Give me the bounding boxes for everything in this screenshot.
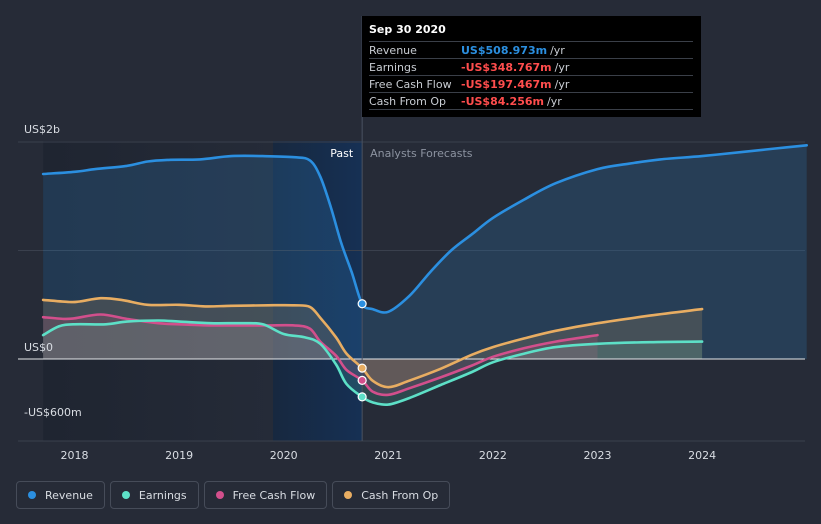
y-axis-ticks: US$2b US$0 -US$600m bbox=[24, 123, 82, 419]
line-earnings bbox=[41, 319, 704, 407]
past-label: Past bbox=[330, 147, 354, 160]
highlight-markers bbox=[357, 299, 367, 402]
legend-label: Revenue bbox=[45, 488, 93, 502]
legend-dot-icon bbox=[28, 491, 36, 499]
data-tooltip: Sep 30 2020 Revenue US$508.973m /yr Earn… bbox=[362, 16, 701, 117]
line-free-cash-flow bbox=[41, 313, 599, 397]
tooltip-label: Earnings bbox=[369, 60, 417, 74]
chart-legend: Revenue Earnings Free Cash Flow Cash Fro… bbox=[16, 481, 451, 509]
legend-item-earnings[interactable]: Earnings bbox=[109, 481, 199, 509]
x-tick-label: 2019 bbox=[165, 449, 193, 462]
marker-free-cash-flow bbox=[357, 375, 367, 385]
tooltip-row-earnings: Earnings -US$348.767m /yr bbox=[369, 58, 693, 75]
forecast-label: Analysts Forecasts bbox=[370, 147, 473, 160]
area-cash-from-op bbox=[43, 298, 703, 388]
y-tick-label: -US$600m bbox=[24, 406, 82, 419]
y-tick-label: US$0 bbox=[24, 341, 53, 354]
legend-item-cash-from-op[interactable]: Cash From Op bbox=[332, 481, 451, 509]
legend-label: Cash From Op bbox=[361, 488, 439, 502]
tooltip-unit: /yr bbox=[554, 77, 570, 91]
tooltip-label: Cash From Op bbox=[369, 94, 447, 108]
tooltip-unit: /yr bbox=[550, 43, 565, 57]
legend-dot-icon bbox=[121, 491, 130, 499]
tooltip-row-free-cash-flow: Free Cash Flow -US$197.467m /yr bbox=[369, 75, 693, 92]
tooltip-date: Sep 30 2020 bbox=[369, 23, 446, 36]
x-tick-label: 2018 bbox=[61, 449, 89, 462]
x-tick-label: 2023 bbox=[584, 449, 612, 462]
x-tick-label: 2021 bbox=[374, 449, 402, 462]
legend-dot-icon bbox=[344, 491, 353, 499]
tooltip-value: US$508.973m bbox=[461, 43, 548, 57]
area-earnings bbox=[43, 320, 703, 405]
marker-revenue bbox=[357, 299, 367, 309]
legend-label: Earnings bbox=[138, 488, 187, 502]
financial-chart: Past Analysts Forecasts US$2b US$0 -US$600… bbox=[18, 16, 808, 462]
legend-item-revenue[interactable]: Revenue bbox=[16, 481, 105, 509]
x-tick-label: 2020 bbox=[270, 449, 298, 462]
x-tick-label: 2022 bbox=[479, 449, 507, 462]
line-cash-from-op bbox=[41, 296, 704, 389]
x-tick-label: 2024 bbox=[688, 449, 716, 462]
tooltip-row-revenue: Revenue US$508.973m /yr bbox=[369, 41, 693, 58]
y-tick-label: US$2b bbox=[24, 123, 60, 136]
tooltip-unit: /yr bbox=[554, 60, 570, 74]
legend-item-free-cash-flow[interactable]: Free Cash Flow bbox=[203, 481, 328, 509]
tooltip-row-cash-from-op: Cash From Op -US$84.256m /yr bbox=[369, 92, 693, 110]
area-free-cash-flow bbox=[43, 314, 598, 395]
line-revenue bbox=[41, 144, 808, 314]
tooltip-label: Revenue bbox=[369, 43, 417, 57]
tooltip-unit: /yr bbox=[546, 94, 562, 108]
x-axis-ticks: 2018 2019 2020 2021 2022 2023 2024 bbox=[61, 449, 717, 462]
legend-label: Free Cash Flow bbox=[232, 488, 316, 502]
tooltip-value: -US$348.767m bbox=[461, 60, 552, 74]
tooltip-value: -US$197.467m bbox=[461, 77, 552, 91]
series-lines bbox=[41, 144, 808, 407]
tooltip-label: Free Cash Flow bbox=[369, 77, 452, 91]
legend-dot-icon bbox=[215, 491, 224, 499]
marker-earnings bbox=[357, 392, 367, 402]
marker-cash-from-op bbox=[357, 363, 367, 373]
tooltip-value: -US$84.256m bbox=[461, 94, 544, 108]
grid-lines bbox=[18, 141, 805, 442]
past-region bbox=[43, 141, 363, 441]
